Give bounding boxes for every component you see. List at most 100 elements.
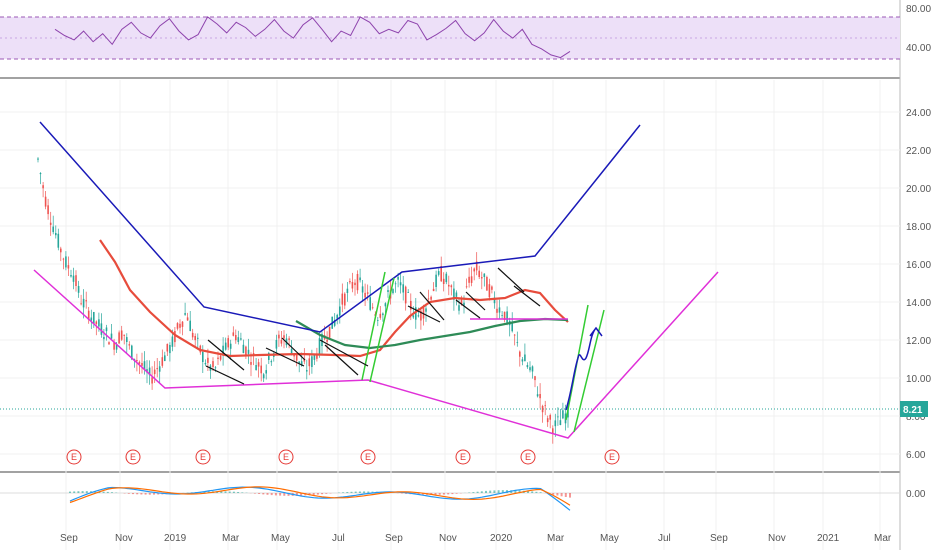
- candle-body: [425, 308, 427, 312]
- macd-hist-bar: [497, 490, 500, 493]
- candle-body: [410, 300, 412, 310]
- candle-body: [536, 394, 539, 397]
- candle-body: [247, 349, 250, 354]
- macd-hist-bar: [283, 493, 286, 496]
- candle-body: [47, 205, 49, 215]
- candle-body: [326, 339, 328, 342]
- macd-hist-bar: [434, 493, 437, 495]
- candle-body: [55, 233, 57, 236]
- macd-hist-bar: [468, 492, 471, 493]
- time-tick-label: Nov: [439, 533, 457, 544]
- macd-hist-bar: [106, 491, 109, 493]
- candle-body: [554, 420, 557, 427]
- candle-body: [95, 321, 98, 324]
- macd-hist-bar: [421, 493, 424, 495]
- macd-hist-bar: [270, 493, 273, 496]
- magenta-trendline-lower: [33, 269, 719, 439]
- time-tick-label: Mar: [547, 533, 565, 544]
- candle-body: [394, 283, 397, 285]
- time-tick-label: Sep: [710, 533, 728, 544]
- macd-hist-bar: [371, 491, 374, 493]
- earnings-label: E: [200, 452, 206, 462]
- candle-body: [341, 293, 344, 305]
- candle-body: [298, 361, 300, 364]
- candle-body: [290, 348, 293, 355]
- candle-body: [120, 330, 123, 340]
- candle-body: [481, 277, 483, 279]
- time-tick-label: Sep: [385, 533, 403, 544]
- earnings-marker[interactable]: [455, 449, 471, 465]
- candle-body: [148, 367, 151, 376]
- candle-body: [402, 284, 404, 293]
- macd-hist-bar: [127, 493, 130, 494]
- candle-body: [156, 368, 158, 370]
- rsi-line: [54, 16, 571, 59]
- candle-body: [453, 288, 455, 300]
- price-tick-label: 22.00: [906, 146, 931, 157]
- candle-body: [103, 337, 105, 340]
- candle-body: [44, 196, 47, 207]
- candle-body: [384, 303, 387, 307]
- macd-hist-bar: [363, 491, 366, 493]
- candle-body: [174, 331, 176, 343]
- macd-hist-bar: [350, 491, 353, 493]
- macd-hist-bar: [85, 491, 88, 493]
- candle-body: [280, 339, 283, 344]
- candle-body: [539, 394, 541, 399]
- candle-body: [336, 314, 338, 319]
- candle-body: [321, 333, 323, 346]
- candle-body: [295, 353, 298, 361]
- macd-hist-bar: [556, 493, 559, 496]
- green-channel-line: [361, 271, 386, 381]
- candle-body: [397, 277, 399, 280]
- macd-hist-bar: [400, 493, 403, 494]
- candle-body: [356, 274, 359, 291]
- blue-trendline-upper: [39, 121, 641, 333]
- macd-hist-bar: [237, 492, 240, 493]
- earnings-marker[interactable]: [360, 449, 376, 465]
- flag-line: [281, 337, 306, 361]
- rsi-tick-80: 80.00: [906, 4, 931, 15]
- candle-body: [371, 307, 374, 309]
- candle-body: [265, 370, 267, 374]
- macd-signal-line: [69, 486, 571, 506]
- earnings-marker[interactable]: [125, 449, 141, 465]
- candle-body: [473, 268, 475, 272]
- candle-body: [349, 281, 351, 283]
- macd-hist-bar: [564, 493, 567, 497]
- earnings-marker[interactable]: [66, 449, 82, 465]
- candle-body: [113, 342, 115, 350]
- earnings-marker[interactable]: [278, 449, 294, 465]
- earnings-marker[interactable]: [195, 449, 211, 465]
- candle-body: [288, 338, 290, 340]
- macd-hist-bar: [405, 493, 408, 494]
- candle-body: [524, 354, 526, 362]
- earnings-marker[interactable]: [520, 449, 536, 465]
- candle-body: [42, 185, 44, 189]
- macd-tick-0: 0.00: [906, 489, 926, 500]
- flag-line: [205, 365, 245, 385]
- macd-hist-bar: [518, 490, 521, 493]
- candle-body: [242, 344, 245, 354]
- rsi-tick-40: 40.00: [906, 43, 931, 54]
- candle-body: [85, 300, 87, 302]
- candle-body: [435, 274, 437, 287]
- candle-body: [412, 315, 415, 318]
- rsi-panel: 80.00 40.00: [0, 4, 931, 60]
- macd-hist-bar: [262, 493, 265, 495]
- candle-body: [316, 353, 318, 359]
- macd-hist-bar: [325, 493, 328, 494]
- candle-body: [262, 374, 265, 379]
- candle-body: [219, 355, 222, 360]
- earnings-marker[interactable]: [604, 449, 620, 465]
- handdrawn-arrow: [565, 326, 603, 411]
- candle-body: [181, 321, 184, 327]
- flag-line: [465, 291, 486, 311]
- candle-body: [57, 233, 60, 248]
- macd-hist-bar: [69, 491, 71, 493]
- candle-body: [552, 428, 554, 434]
- candle-body: [235, 335, 237, 341]
- candle-body: [475, 261, 478, 271]
- candle-body: [204, 363, 207, 365]
